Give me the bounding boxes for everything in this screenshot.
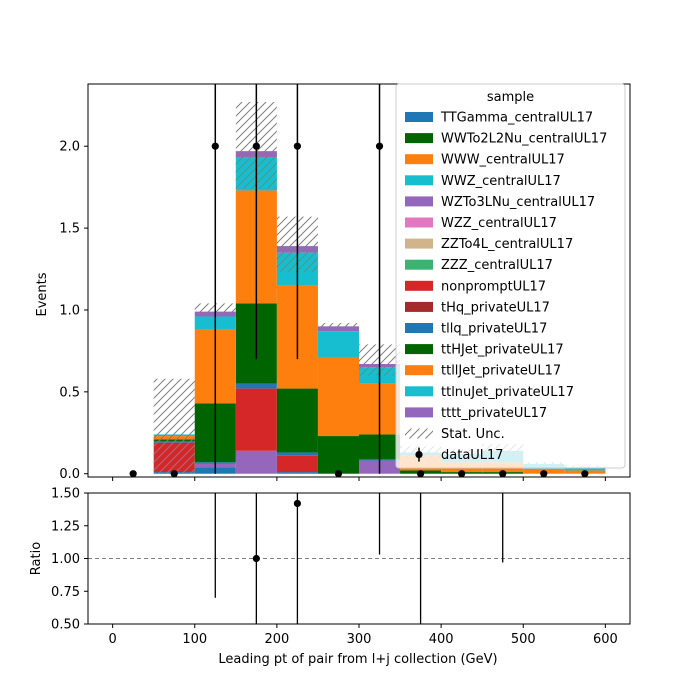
- legend-entry-label: ZZZ_centralUL17: [441, 258, 553, 273]
- legend-swatch-0: [405, 112, 433, 122]
- legend-box: [395, 83, 626, 469]
- bar-segment-tllq_privateUL17-4: [276, 452, 318, 456]
- legend-entry-label: WZTo3LNu_centralUL17: [441, 195, 595, 210]
- legend-swatch-1: [405, 133, 433, 144]
- data-point-3: [252, 142, 260, 150]
- bar-segment-ttllJet_privateUL17-5: [317, 357, 359, 437]
- bar-segment-ttHJet_privateUL17-5: [317, 436, 359, 474]
- bar-segment-WZTo3LNu_centralUL17-3: [235, 450, 277, 474]
- ratio-ytick-label: 1.50: [51, 487, 80, 502]
- legend-swatch-stat-unc: [405, 428, 433, 439]
- legend-swatch-11: [405, 344, 433, 355]
- data-point-4: [293, 142, 302, 150]
- legend-entry-label: ttlnuJet_privateUL17: [441, 385, 574, 400]
- main-ytick-label: 1.0: [59, 303, 80, 318]
- ratio-xtick-label: 0: [108, 632, 116, 647]
- ratio-xtick-label: 600: [593, 632, 618, 647]
- legend-title: sample: [487, 90, 534, 105]
- legend-entry-label: WZZ_centralUL17: [441, 216, 557, 231]
- legend-swatch-3: [405, 175, 433, 186]
- data-point-1: [170, 470, 178, 478]
- legend-swatch-7: [405, 259, 433, 270]
- ratio-xtick-label: 300: [347, 632, 372, 647]
- legend-entry-label: WWTo2L2Nu_centralUL17: [441, 132, 607, 147]
- data-point-11: [581, 470, 589, 478]
- ratio-xtick-label: 200: [264, 632, 289, 647]
- bar-segment-nonpromptUL17-4: [276, 455, 318, 473]
- data-point-2: [211, 142, 219, 150]
- data-point-0: [129, 470, 137, 478]
- legend-swatch-9: [405, 301, 433, 312]
- ratio-y-axis-label: Ratio: [29, 542, 44, 575]
- main-panel: 0.0 0.5 1.0 1.5 2.0 Events: [35, 83, 631, 482]
- main-ytick-label: 1.5: [59, 222, 80, 237]
- ratio-panel: 0.50 0.75 1.00 1.25 1.50 0 100 200 300 400 500 600 L…: [29, 487, 631, 667]
- legend-swatch-2: [405, 154, 433, 165]
- legend-swatch-14: [405, 407, 433, 418]
- legend-swatch-10: [405, 323, 433, 333]
- main-ytick-label: 0.0: [59, 467, 80, 482]
- legend-entry-label: tllq_privateUL17: [441, 322, 547, 337]
- data-point-6: [375, 142, 384, 150]
- ratio-xtick-label: 100: [182, 632, 207, 647]
- data-point-5: [334, 470, 343, 478]
- bar-segment-nonpromptUL17-3: [235, 388, 277, 451]
- stat-unc-band-1: [153, 378, 195, 474]
- legend-swatch-8: [405, 280, 433, 291]
- bar-segment-tttt_privateUL17-5: [317, 326, 359, 332]
- data-point-10: [540, 470, 548, 478]
- ratio-xtick-label: 500: [511, 632, 536, 647]
- legend-entry-label: ttHJet_privateUL17: [441, 343, 564, 358]
- data-point-7: [416, 470, 425, 478]
- legend-entry-label: WWW_centralUL17: [441, 153, 565, 168]
- legend-swatch-13: [405, 386, 433, 397]
- ratio-ytick-label: 1.25: [51, 519, 80, 534]
- legend-swatch-12: [405, 365, 433, 376]
- bar-segment-TTGamma_centralUL17-4: [276, 472, 318, 474]
- legend-marker-data: [415, 451, 423, 459]
- ratio-xtick-label: 400: [429, 632, 454, 647]
- main-y-axis-label: Events: [35, 272, 50, 316]
- ratio-axes-frame: [87, 492, 631, 625]
- data-points: [214, 84, 381, 474]
- legend-entry-label: ttllJet_privateUL17: [441, 364, 561, 379]
- legend-entry-label: WWZ_centralUL17: [441, 174, 561, 189]
- legend-swatch-5: [405, 217, 433, 228]
- legend-swatch-4: [405, 196, 433, 207]
- legend-entry-label: TTGamma_centralUL17: [440, 111, 593, 126]
- ratio-ytick-label: 1.00: [51, 552, 80, 567]
- data-point-8: [458, 470, 466, 478]
- data-point-9: [499, 470, 507, 478]
- legend: sample TTGamma_centralUL17 WWTo2L2Nu_centr…: [395, 83, 626, 469]
- main-ytick-label: 0.5: [59, 385, 80, 400]
- main-ytick-label: 2.0: [59, 140, 80, 155]
- legend-entry-data: dataUL17: [441, 448, 504, 463]
- bar-segment-ttHJet_privateUL17-4: [276, 388, 318, 453]
- legend-entry-label: tttt_privateUL17: [441, 406, 547, 421]
- legend-entry-label: nonpromptUL17: [441, 279, 546, 294]
- bar-segment-tllq_privateUL17-3: [235, 383, 277, 389]
- legend-swatch-6: [405, 238, 433, 249]
- legend-entry-label: tHq_privateUL17: [441, 300, 550, 315]
- ratio-point-1: [293, 499, 302, 508]
- stat-unc-band-5: [317, 323, 359, 328]
- legend-entry-stat-unc: Stat. Unc.: [441, 427, 505, 442]
- ratio-ytick-label: 0.75: [51, 585, 80, 600]
- ratio-ytick-label: 0.50: [51, 618, 80, 633]
- x-axis-label: Leading pt of pair from l+j collection (…: [218, 652, 497, 667]
- legend-entry-label: ZZTo4L_centralUL17: [441, 237, 573, 252]
- bar-segment-ttlnuJet_privateUL17-5: [317, 331, 359, 358]
- ratio-point-0: [252, 554, 260, 563]
